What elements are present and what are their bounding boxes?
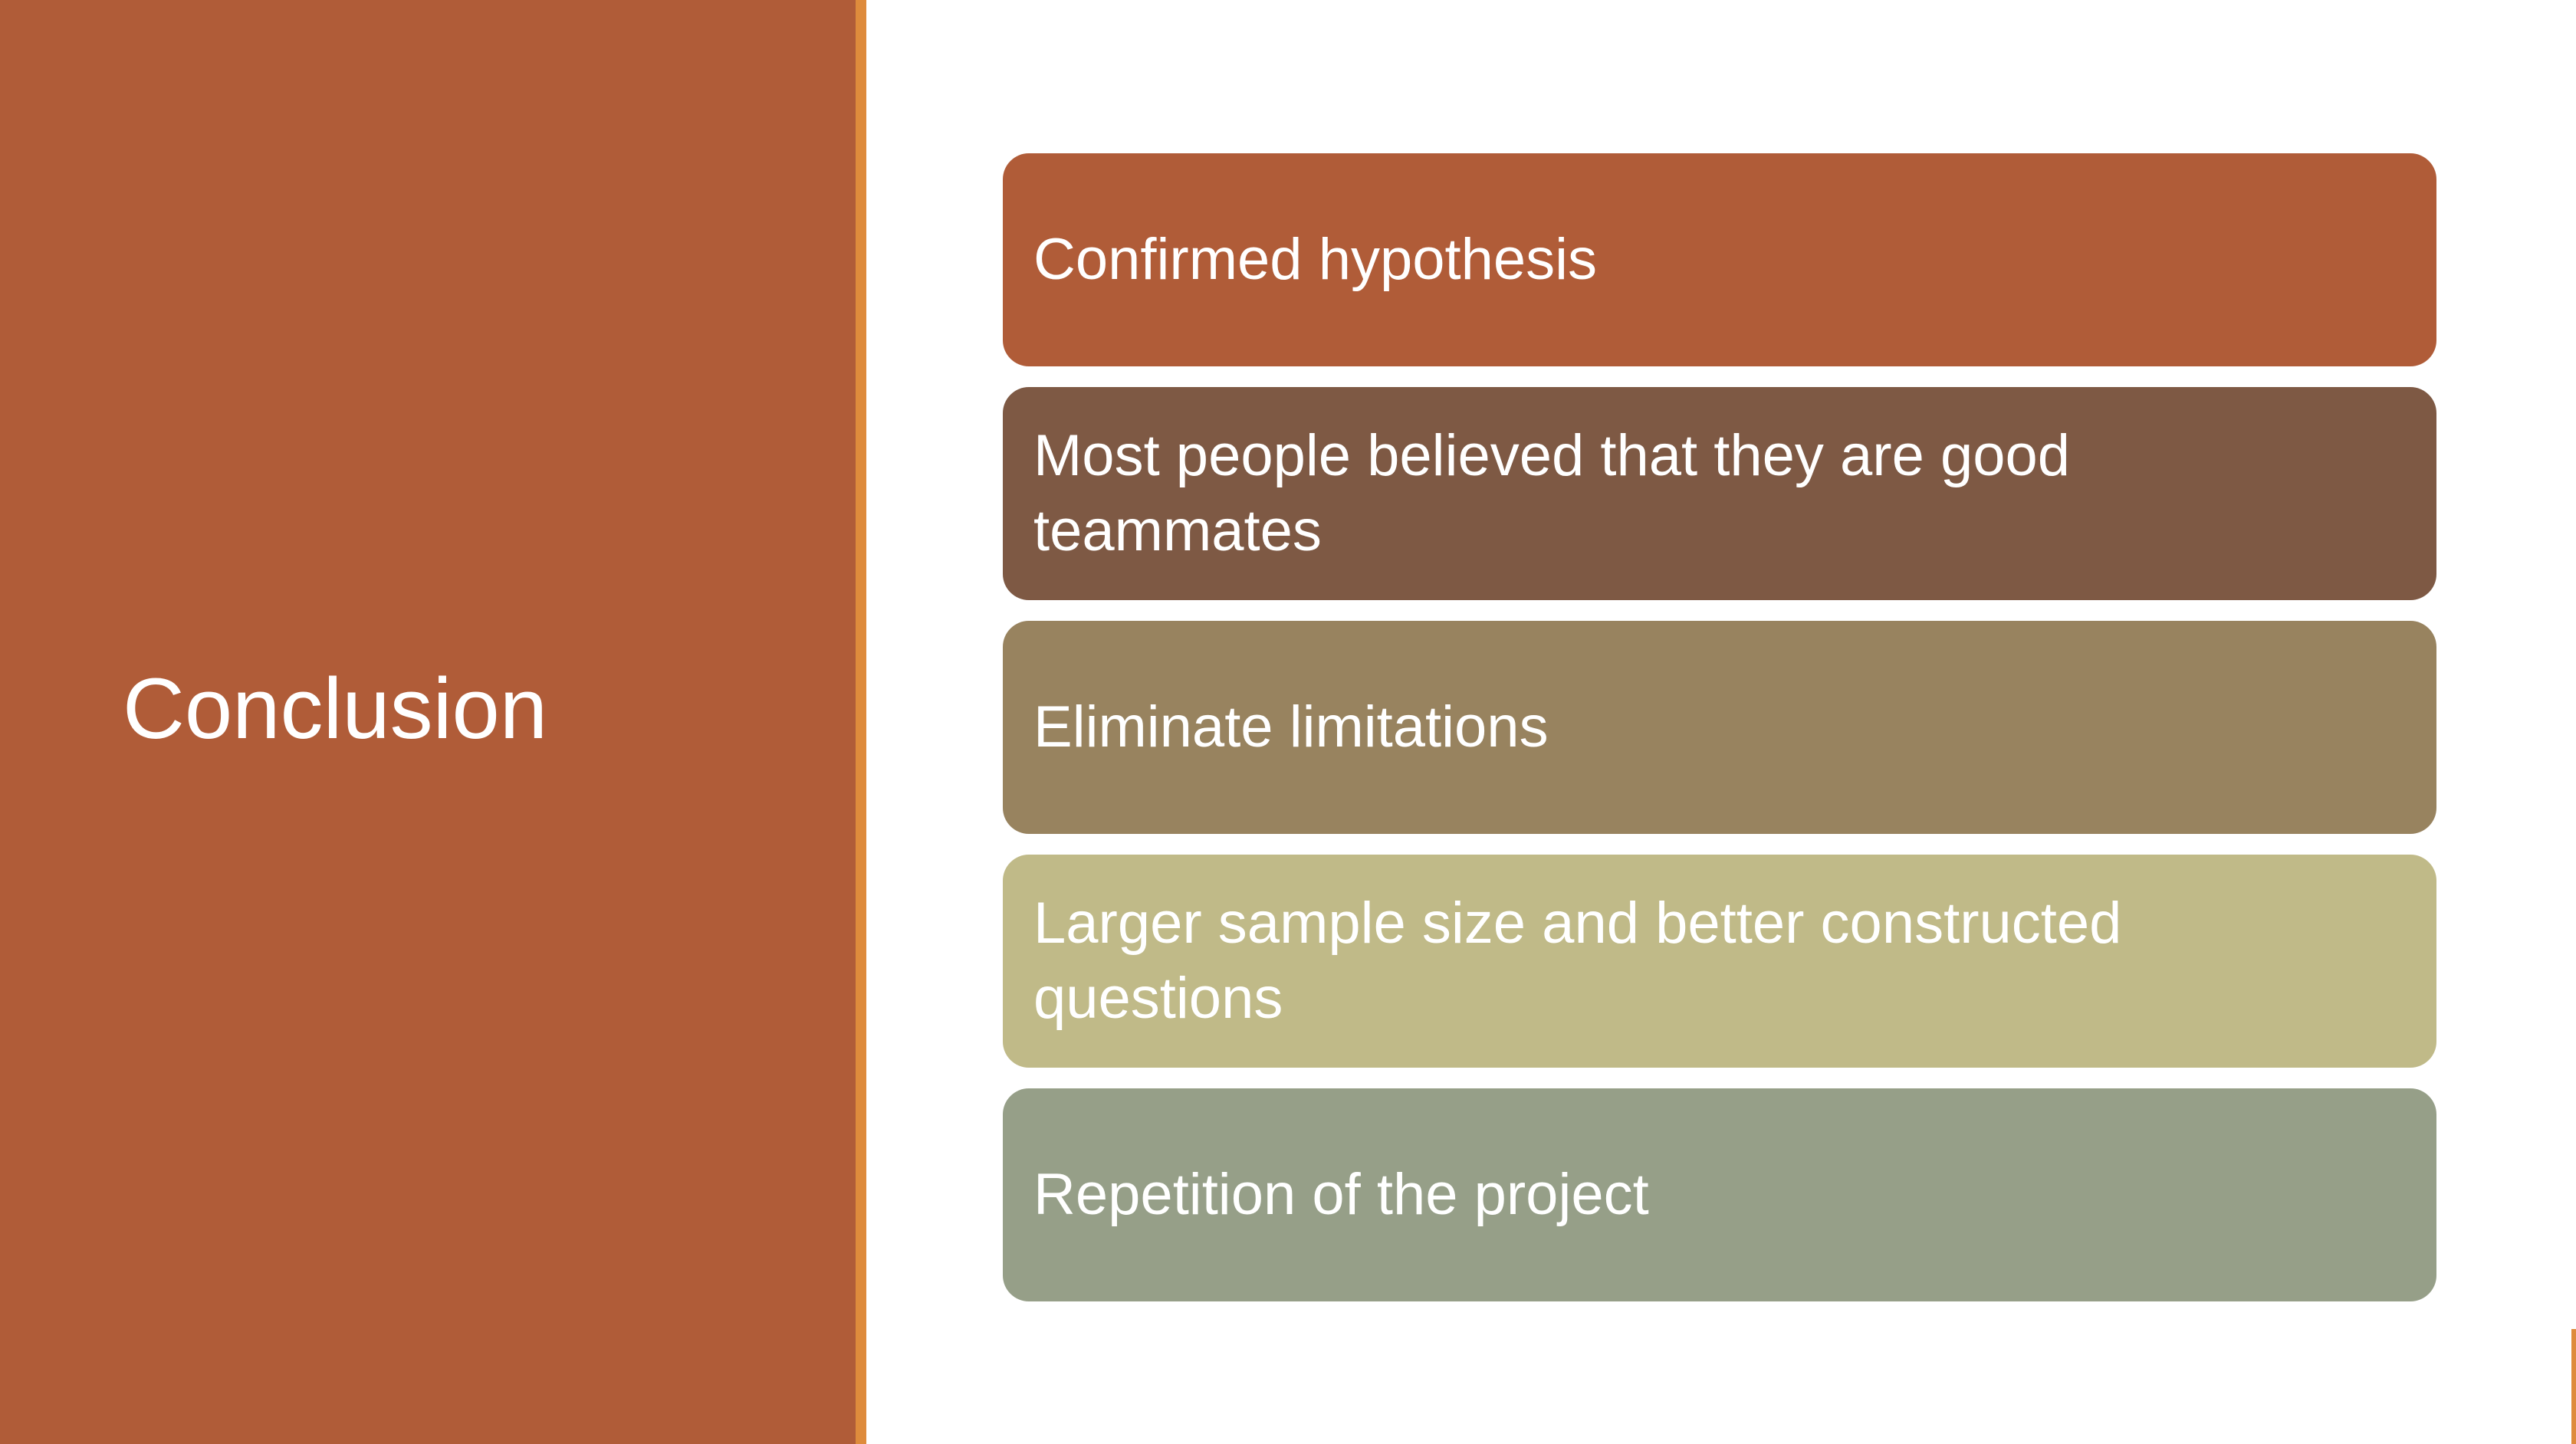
accent-divider bbox=[856, 0, 866, 1444]
edge-accent bbox=[2571, 1329, 2576, 1444]
list-item-label: Repetition of the project bbox=[1033, 1162, 1649, 1227]
list-item-label: Eliminate limitations bbox=[1033, 694, 1549, 760]
list-item: Most people believed that they are good … bbox=[1003, 387, 2436, 600]
list-item: Confirmed hypothesis bbox=[1003, 153, 2436, 366]
list-item: Repetition of the project bbox=[1003, 1088, 2436, 1301]
list-item-label: Most people believed that they are good … bbox=[1033, 423, 2071, 563]
list-item: Eliminate limitations bbox=[1003, 621, 2436, 834]
list-item-label: Confirmed hypothesis bbox=[1033, 227, 1598, 292]
conclusion-list: Confirmed hypothesis Most people believe… bbox=[1003, 153, 2436, 1322]
list-item: Larger sample size and better constructe… bbox=[1003, 855, 2436, 1068]
list-item-label: Larger sample size and better constructe… bbox=[1033, 891, 2122, 1031]
slide-title: Conclusion bbox=[123, 661, 548, 756]
title-panel: Conclusion bbox=[0, 0, 856, 1444]
